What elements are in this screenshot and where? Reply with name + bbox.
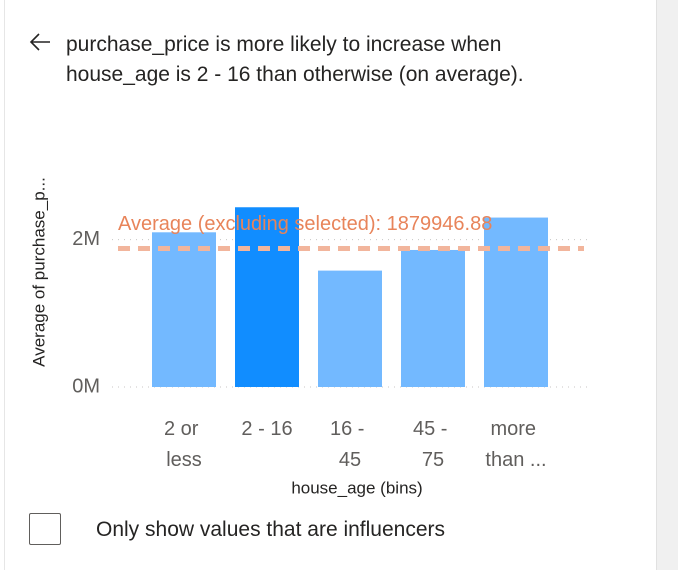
influencer-title: purchase_price is more likely to increas… bbox=[66, 33, 524, 86]
x-tick-label: more than ... bbox=[485, 418, 546, 471]
y-axis-title: Average of purchase_p... bbox=[29, 177, 48, 367]
checkbox-label[interactable]: Only show values that are influencers bbox=[96, 518, 446, 541]
side-strip bbox=[656, 0, 678, 570]
x-tick-label: 2 or less bbox=[164, 418, 204, 471]
bar bbox=[152, 232, 216, 387]
back-arrow[interactable] bbox=[28, 30, 52, 54]
x-tick-label: 45 - 75 bbox=[413, 418, 453, 471]
panel-edge bbox=[4, 0, 5, 570]
chart: 0M 2M Average of purchase_p... house_age (b… bbox=[29, 177, 588, 497]
x-tick-label: 16 - 45 bbox=[330, 418, 370, 471]
bar bbox=[401, 249, 465, 387]
y-tick-label: 0M bbox=[72, 375, 100, 397]
x-axis-title: house_age (bins) bbox=[291, 478, 422, 497]
y-tick-label: 2M bbox=[72, 228, 100, 250]
bar bbox=[484, 217, 548, 387]
x-tick-label: 2 - 16 bbox=[241, 418, 292, 440]
bar bbox=[235, 207, 299, 387]
average-label: Average (excluding selected): 1879946.88 bbox=[118, 213, 492, 235]
checkbox[interactable] bbox=[29, 513, 61, 545]
bar bbox=[318, 270, 382, 387]
